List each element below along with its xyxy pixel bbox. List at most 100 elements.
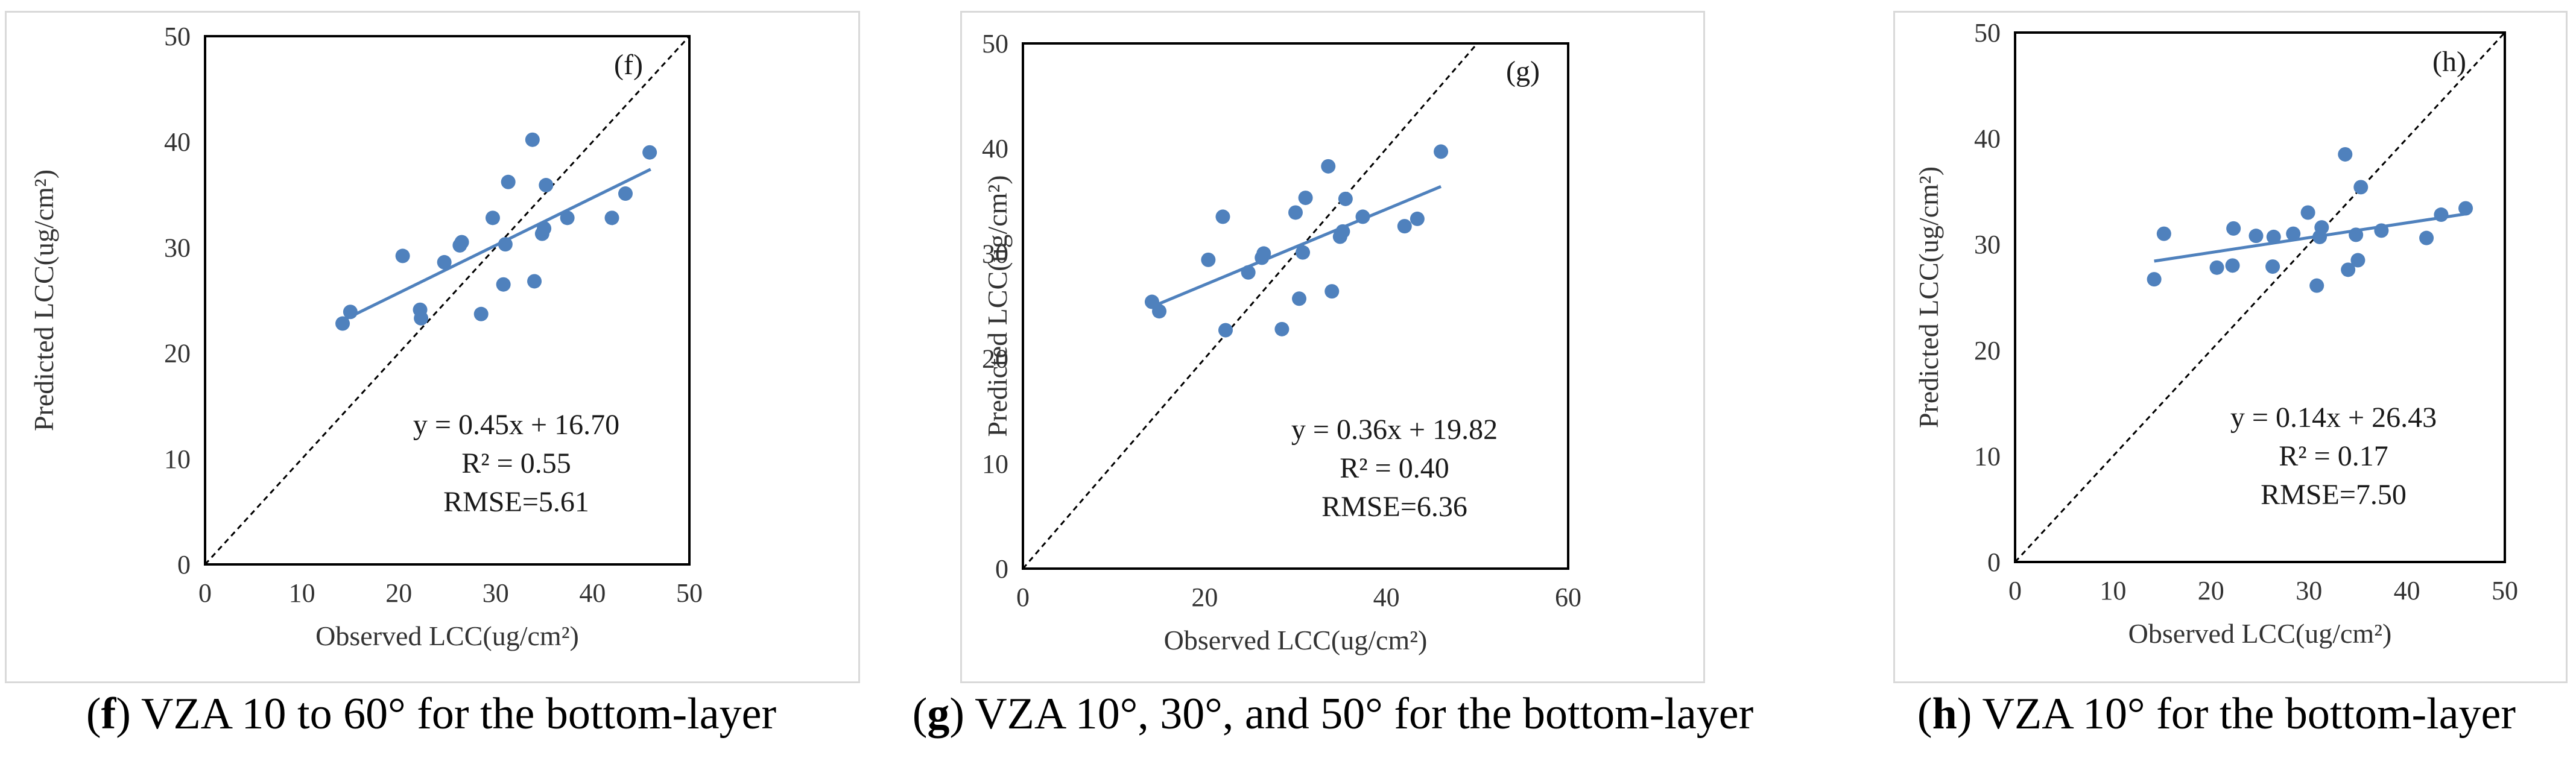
- plot-area: [2014, 31, 2506, 563]
- regression-line: [1151, 185, 1442, 308]
- data-point: [2265, 259, 2280, 274]
- x-tick-label: 30: [483, 578, 509, 608]
- plot-area: [204, 35, 691, 566]
- x-tick-label: 0: [2008, 576, 2022, 605]
- data-point: [343, 305, 358, 320]
- data-point: [1338, 191, 1353, 206]
- data-point: [1434, 144, 1449, 159]
- caption-f: (f) VZA 10 to 60° for the bottom-layer: [86, 689, 777, 739]
- data-point: [525, 132, 540, 147]
- y-tick-label: 40: [1974, 124, 2001, 154]
- r-squared-label: R² = 0.17: [2279, 440, 2388, 472]
- data-point: [1397, 219, 1412, 234]
- panel-tag: (f): [614, 49, 643, 81]
- y-tick-label: 20: [1974, 336, 2001, 365]
- panel-tag: (h): [2432, 46, 2466, 78]
- data-point: [1324, 284, 1340, 299]
- one-to-one-line: [2014, 31, 2506, 563]
- data-point: [560, 210, 575, 226]
- caption-h-letter: h: [1932, 689, 1957, 739]
- x-axis-label: Observed LCC(ug/cm²): [315, 620, 579, 651]
- data-point: [642, 145, 657, 160]
- data-point: [1335, 224, 1350, 239]
- caption-g: (g) VZA 10°, 30°, and 50° for the bottom…: [912, 689, 1754, 739]
- caption-f-text: VZA 10 to 60° for the bottom-layer: [130, 689, 777, 739]
- data-point: [2350, 253, 2366, 268]
- data-point: [2341, 262, 2356, 277]
- data-point: [1241, 265, 1256, 280]
- data-point: [2300, 205, 2315, 220]
- y-tick-label: 50: [1974, 18, 2001, 48]
- panel-frame: [1893, 11, 2568, 683]
- rmse-label: RMSE=5.61: [443, 486, 589, 518]
- data-point: [2225, 258, 2240, 273]
- data-point: [2434, 207, 2449, 223]
- data-point: [539, 178, 554, 193]
- data-point: [1152, 304, 1166, 319]
- y-tick-label: 30: [982, 239, 1008, 268]
- data-point: [2349, 227, 2364, 242]
- data-point: [335, 316, 350, 331]
- data-point: [2209, 260, 2224, 275]
- x-tick-label: 40: [579, 578, 606, 608]
- fit-equation: y = 0.14x + 26.43: [2230, 402, 2437, 434]
- x-tick-label: 20: [385, 578, 412, 608]
- y-tick-label: 20: [982, 344, 1008, 374]
- data-point: [527, 274, 542, 289]
- data-point: [2374, 223, 2389, 238]
- data-point: [496, 277, 511, 292]
- data-point: [437, 254, 452, 270]
- chart-panel-f: 0 10 20 30 40 50 0 10 20 30 40 50 Observed LCC(ug/cm…: [5, 11, 860, 683]
- data-point: [1201, 252, 1216, 267]
- chart-svg-f: 0 10 20 30 40 50 0 10 20 30 40 50 Observed LCC(ug/cm…: [28, 22, 703, 651]
- fit-equation: y = 0.45x + 16.70: [413, 409, 619, 441]
- data-point: [537, 221, 552, 236]
- data-point: [1355, 209, 1370, 224]
- y-tick-label: 40: [982, 134, 1008, 163]
- panel-tag: (g): [1506, 55, 1540, 87]
- one-to-one-line: [1022, 43, 1478, 569]
- data-point: [2266, 229, 2281, 244]
- y-tick-label: 10: [982, 449, 1008, 479]
- data-point: [1274, 321, 1290, 336]
- data-point: [2147, 272, 2162, 287]
- data-point: [1256, 246, 1271, 261]
- y-tick-label: 40: [164, 127, 191, 157]
- rmse-label: RMSE=6.36: [1321, 491, 1467, 523]
- y-tick-label: 10: [164, 444, 191, 474]
- x-tick-label: 0: [198, 578, 212, 608]
- chart-svg-h: 0 10 20 30 40 50 0 10 20 30 40 50 Observed LCC(ug/cm…: [1913, 18, 2518, 649]
- data-point: [501, 174, 516, 189]
- caption-g-text: VZA 10°, 30°, and 50° for the bottom-lay…: [964, 689, 1754, 739]
- chart-panel-h: 0 10 20 30 40 50 0 10 20 30 40 50 Observed LCC(ug/cm…: [1893, 11, 2568, 683]
- data-point: [1215, 209, 1230, 224]
- x-tick-label: 20: [1191, 582, 1218, 612]
- x-tick-label: 10: [289, 578, 315, 608]
- x-axis-label: Observed LCC(ug/cm²): [2128, 618, 2392, 649]
- y-tick-label: 10: [1974, 441, 2001, 471]
- r-squared-label: R² = 0.55: [461, 447, 571, 479]
- data-point: [454, 235, 469, 250]
- chart-panel-g: 0 20 40 60 0 10 20 30 40 50 Observed LCC(ug/cm²) Pr…: [960, 11, 1705, 683]
- y-tick-label: 50: [164, 22, 191, 51]
- panel-frame: [960, 11, 1705, 683]
- x-axis-label: Observed LCC(ug/cm²): [1164, 625, 1428, 655]
- data-point: [485, 210, 500, 226]
- y-axis-label: Predicted LCC(ug/cm²): [1913, 166, 1944, 428]
- data-point: [604, 210, 619, 226]
- y-tick-label: 50: [982, 29, 1008, 58]
- y-tick-label: 0: [1987, 548, 2001, 577]
- data-point: [2314, 220, 2329, 235]
- caption-f-letter: f: [101, 689, 116, 739]
- y-tick-label: 0: [995, 554, 1008, 584]
- r-squared-label: R² = 0.40: [1340, 452, 1449, 484]
- data-point: [2353, 180, 2369, 195]
- fit-equation: y = 0.36x + 19.82: [1291, 414, 1498, 446]
- regression-line: [341, 168, 651, 322]
- data-point: [2156, 226, 2171, 241]
- chart-svg-g: 0 20 40 60 0 10 20 30 40 50 Observed LCC(ug/cm²) Pr…: [982, 29, 1581, 655]
- data-point: [414, 311, 429, 326]
- one-to-one-line: [204, 35, 691, 566]
- rmse-label: RMSE=7.50: [2261, 479, 2407, 511]
- data-point: [2248, 229, 2264, 244]
